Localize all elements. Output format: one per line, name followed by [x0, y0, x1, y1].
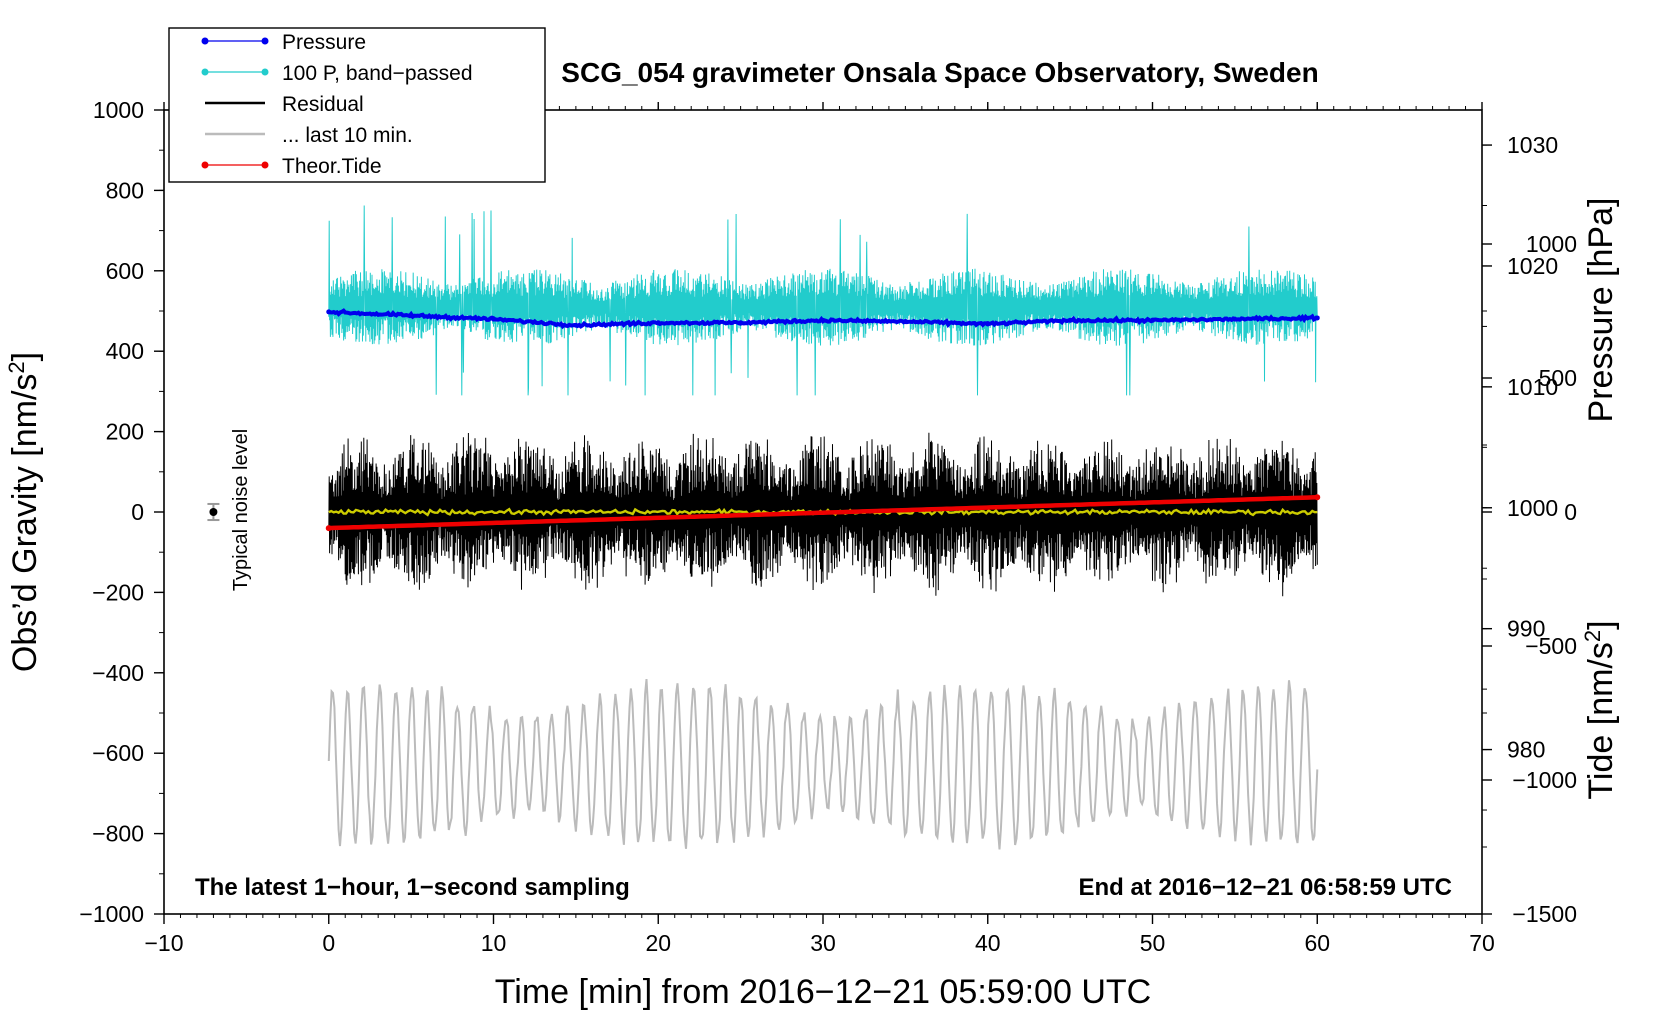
tide-point — [1314, 494, 1321, 501]
pressure-point — [902, 319, 908, 325]
x-tick-label: 40 — [975, 930, 1001, 956]
legend-label: Pressure — [282, 31, 366, 54]
tide-tick-label: −1500 — [1512, 901, 1577, 927]
pressure-point — [573, 322, 579, 328]
tide-point — [325, 525, 332, 532]
legend-swatch-dot — [261, 68, 269, 76]
legend-label: ... last 10 min. — [282, 124, 413, 147]
legend-entry: 100 P, band−passed — [201, 62, 473, 85]
y-tick-label: −1000 — [79, 901, 144, 927]
legend-box — [168, 27, 546, 183]
pressure-point — [1314, 315, 1320, 321]
legend-swatch-dot — [261, 161, 269, 169]
tide-tick-label: 0 — [1564, 499, 1577, 525]
pressure-tick-label: 990 — [1507, 616, 1545, 642]
legend-swatch-dot — [201, 37, 209, 45]
legend-entry: Theor.Tide — [201, 155, 382, 178]
y-tick-label: −400 — [92, 660, 144, 686]
pressure-point — [408, 313, 414, 319]
x-tick-label: 20 — [645, 930, 671, 956]
x-tick-label: 50 — [1140, 930, 1166, 956]
pressure-point — [326, 309, 332, 315]
y-axis-title: Obs’d Gravity [nm/s2] — [4, 352, 44, 672]
tide-axis-title-main: Tide [nm/s — [1582, 642, 1620, 799]
noise-level-label: Typical noise level — [230, 429, 252, 591]
legend-swatch-dot — [201, 161, 209, 169]
pressure-axis-title: Pressure [hPa] — [1582, 198, 1620, 423]
tide-tick-label: −1000 — [1512, 767, 1577, 793]
legend-swatch-dot — [201, 68, 209, 76]
x-tick-label: 60 — [1304, 930, 1330, 956]
pressure-tick-label: 1000 — [1507, 495, 1558, 521]
series-theoretical-tide-line — [328, 495, 1318, 531]
legend-entry: ... last 10 min. — [205, 124, 413, 147]
noise-marker-dot — [209, 508, 218, 516]
y-tick-label: −800 — [92, 821, 144, 847]
y-axis-title-main: Obs’d Gravity [nm/s — [6, 374, 44, 673]
x-tick-label: 10 — [481, 930, 507, 956]
legend-label: 100 P, band−passed — [282, 62, 473, 85]
pressure-point — [491, 316, 496, 322]
tide-axis-title-end: ] — [1582, 620, 1620, 629]
legend-label: Residual — [282, 93, 364, 116]
y-tick-label: 1000 — [93, 97, 144, 123]
tide-tick-label: 1000 — [1526, 231, 1577, 257]
y-tick-label: 200 — [106, 419, 144, 445]
y-tick-label: 400 — [106, 338, 144, 364]
tide-axis-title: Tide [nm/s2] — [1580, 620, 1620, 799]
y-tick-label: 600 — [106, 258, 144, 284]
pressure-tick-label: 1010 — [1507, 374, 1558, 400]
series-band-passed-pressure-line — [328, 205, 1318, 396]
pressure-point — [1150, 317, 1155, 323]
pressure-tick-label: 980 — [1507, 737, 1545, 763]
pressure-point — [820, 317, 826, 323]
series-residual-line — [328, 432, 1318, 597]
legend-swatch-dot — [261, 37, 269, 45]
pressure-tick-label: 1020 — [1507, 253, 1558, 279]
x-tick-label: 30 — [810, 930, 836, 956]
pressure-point — [985, 321, 991, 327]
chart-title: SCG_054 gravimeter Onsala Space Observat… — [561, 57, 1318, 88]
pressure-point — [1067, 317, 1073, 323]
bottom-left-note: The latest 1−hour, 1−second sampling — [195, 874, 630, 901]
bottom-right-note: End at 2016−12−21 06:58:59 UTC — [1078, 874, 1452, 901]
legend-entry: Pressure — [201, 31, 366, 54]
legend-label: Theor.Tide — [282, 155, 382, 178]
y-axis-title-sup: 2 — [4, 361, 29, 373]
x-tick-label: 0 — [322, 930, 335, 956]
legend-entry: Residual — [205, 93, 364, 116]
x-tick-label: −10 — [144, 930, 183, 956]
y-tick-label: 800 — [106, 177, 144, 203]
y-tick-label: 0 — [131, 499, 144, 525]
pressure-point — [655, 320, 661, 326]
pressure-point — [1232, 316, 1238, 322]
y-axis-title-end: ] — [6, 352, 44, 361]
series-last-10-min-line — [327, 679, 1319, 850]
pressure-tick-label: 1030 — [1507, 132, 1558, 158]
tide-tick-label: 500 — [1539, 365, 1577, 391]
y-tick-label: −600 — [92, 740, 144, 766]
pressure-point — [738, 320, 744, 326]
x-tick-label: 70 — [1469, 930, 1495, 956]
x-axis-title: Time [min] from 2016−12−21 05:59:00 UTC — [495, 973, 1151, 1011]
tide-axis-title-sup: 2 — [1580, 630, 1605, 642]
tide-tick-label: −500 — [1525, 633, 1577, 659]
y-tick-label: −200 — [92, 579, 144, 605]
